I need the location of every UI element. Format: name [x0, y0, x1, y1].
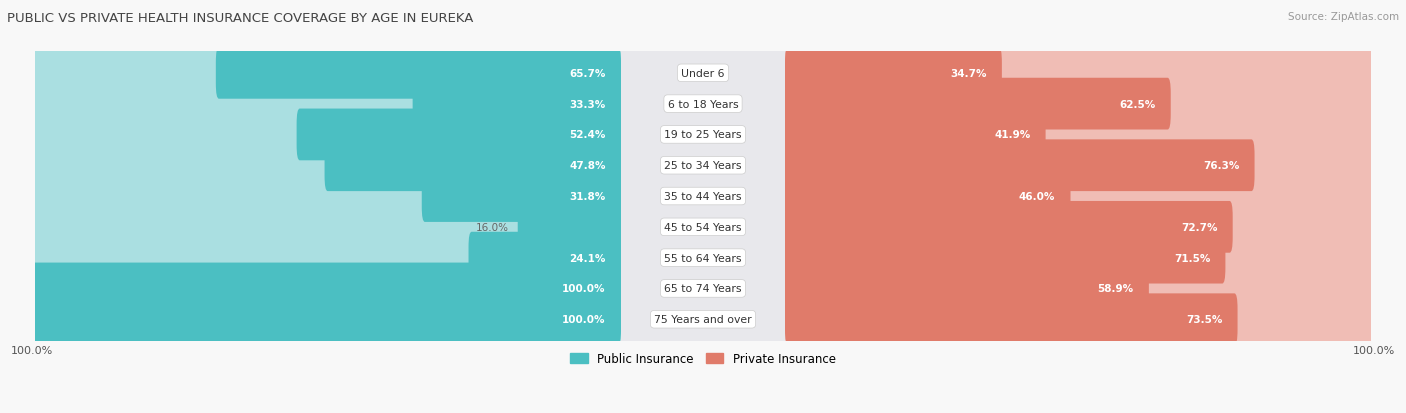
FancyBboxPatch shape: [785, 232, 1399, 284]
FancyBboxPatch shape: [7, 136, 1399, 257]
FancyBboxPatch shape: [785, 263, 1399, 315]
FancyBboxPatch shape: [7, 202, 621, 253]
FancyBboxPatch shape: [7, 294, 621, 345]
Text: 34.7%: 34.7%: [950, 69, 987, 78]
Text: 55 to 64 Years: 55 to 64 Years: [664, 253, 742, 263]
FancyBboxPatch shape: [785, 202, 1233, 253]
FancyBboxPatch shape: [297, 109, 621, 161]
FancyBboxPatch shape: [7, 263, 621, 315]
Text: 52.4%: 52.4%: [569, 130, 606, 140]
FancyBboxPatch shape: [7, 171, 621, 222]
FancyBboxPatch shape: [7, 140, 621, 192]
FancyBboxPatch shape: [785, 171, 1399, 222]
Text: 62.5%: 62.5%: [1119, 100, 1156, 109]
FancyBboxPatch shape: [7, 106, 1399, 226]
Text: 46.0%: 46.0%: [1019, 192, 1056, 202]
Text: 19 to 25 Years: 19 to 25 Years: [664, 130, 742, 140]
FancyBboxPatch shape: [785, 232, 1226, 284]
Text: 6 to 18 Years: 6 to 18 Years: [668, 100, 738, 109]
Text: 45 to 54 Years: 45 to 54 Years: [664, 222, 742, 232]
Text: 31.8%: 31.8%: [569, 192, 606, 202]
Text: 65.7%: 65.7%: [569, 69, 606, 78]
Text: 41.9%: 41.9%: [994, 130, 1031, 140]
FancyBboxPatch shape: [7, 232, 621, 284]
FancyBboxPatch shape: [785, 140, 1399, 192]
Legend: Public Insurance, Private Insurance: Public Insurance, Private Insurance: [565, 347, 841, 370]
Text: 24.1%: 24.1%: [569, 253, 606, 263]
FancyBboxPatch shape: [422, 171, 621, 222]
FancyBboxPatch shape: [7, 167, 1399, 287]
FancyBboxPatch shape: [468, 232, 621, 284]
Text: 76.3%: 76.3%: [1204, 161, 1239, 171]
FancyBboxPatch shape: [7, 13, 1399, 134]
FancyBboxPatch shape: [785, 263, 1149, 315]
FancyBboxPatch shape: [7, 44, 1399, 165]
Text: 100.0%: 100.0%: [562, 314, 606, 325]
FancyBboxPatch shape: [7, 75, 1399, 195]
Text: 25 to 34 Years: 25 to 34 Years: [664, 161, 742, 171]
Text: 100.0%: 100.0%: [1353, 345, 1396, 355]
Text: 33.3%: 33.3%: [569, 100, 606, 109]
FancyBboxPatch shape: [785, 294, 1237, 345]
FancyBboxPatch shape: [785, 48, 1399, 100]
Text: 35 to 44 Years: 35 to 44 Years: [664, 192, 742, 202]
FancyBboxPatch shape: [785, 78, 1399, 130]
FancyBboxPatch shape: [785, 202, 1399, 253]
Text: 100.0%: 100.0%: [10, 345, 53, 355]
FancyBboxPatch shape: [7, 109, 621, 161]
Text: 47.8%: 47.8%: [569, 161, 606, 171]
FancyBboxPatch shape: [7, 198, 1399, 318]
Text: 75 Years and over: 75 Years and over: [654, 314, 752, 325]
FancyBboxPatch shape: [785, 140, 1254, 192]
Text: 72.7%: 72.7%: [1181, 222, 1218, 232]
FancyBboxPatch shape: [7, 78, 621, 130]
FancyBboxPatch shape: [7, 294, 621, 345]
FancyBboxPatch shape: [7, 228, 1399, 349]
Text: PUBLIC VS PRIVATE HEALTH INSURANCE COVERAGE BY AGE IN EUREKA: PUBLIC VS PRIVATE HEALTH INSURANCE COVER…: [7, 12, 474, 25]
FancyBboxPatch shape: [785, 294, 1399, 345]
FancyBboxPatch shape: [325, 140, 621, 192]
FancyBboxPatch shape: [517, 202, 621, 253]
Text: 71.5%: 71.5%: [1174, 253, 1211, 263]
FancyBboxPatch shape: [7, 48, 621, 100]
FancyBboxPatch shape: [217, 48, 621, 100]
Text: 100.0%: 100.0%: [562, 284, 606, 294]
Text: 73.5%: 73.5%: [1187, 314, 1222, 325]
Text: Under 6: Under 6: [682, 69, 724, 78]
FancyBboxPatch shape: [785, 48, 1002, 100]
FancyBboxPatch shape: [7, 259, 1399, 380]
FancyBboxPatch shape: [785, 109, 1399, 161]
FancyBboxPatch shape: [785, 78, 1171, 130]
FancyBboxPatch shape: [7, 263, 621, 315]
Text: 58.9%: 58.9%: [1098, 284, 1133, 294]
FancyBboxPatch shape: [412, 78, 621, 130]
FancyBboxPatch shape: [785, 171, 1070, 222]
Text: Source: ZipAtlas.com: Source: ZipAtlas.com: [1288, 12, 1399, 22]
Text: 65 to 74 Years: 65 to 74 Years: [664, 284, 742, 294]
Text: 16.0%: 16.0%: [475, 222, 509, 232]
FancyBboxPatch shape: [785, 109, 1046, 161]
